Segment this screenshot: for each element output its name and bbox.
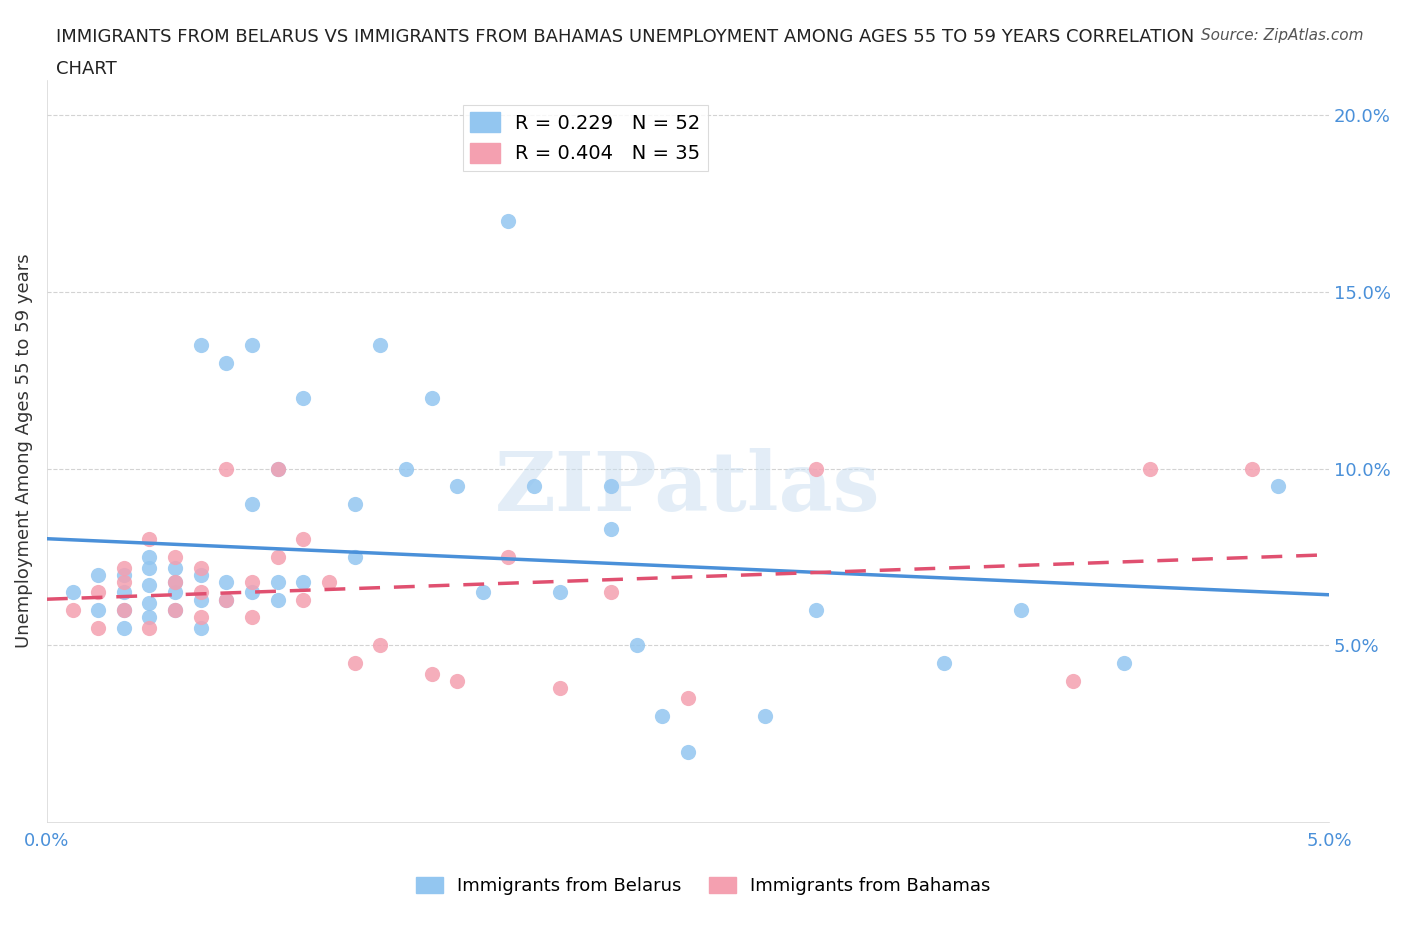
Point: [1010, 603, 1032, 618]
Point: [112, 560, 135, 575]
Point: [600, 585, 623, 600]
Point: [240, 497, 263, 512]
Point: [343, 550, 366, 565]
Text: IMMIGRANTS FROM BELARUS VS IMMIGRANTS FROM BAHAMAS UNEMPLOYMENT AMONG AGES 55 TO: IMMIGRANTS FROM BELARUS VS IMMIGRANTS FR…: [56, 28, 1195, 46]
Point: [267, 461, 290, 476]
Point: [240, 575, 263, 590]
Point: [62, 585, 84, 600]
Point: [395, 461, 418, 476]
Point: [1062, 673, 1084, 688]
Y-axis label: Unemployment Among Ages 55 to 59 years: Unemployment Among Ages 55 to 59 years: [15, 254, 32, 648]
Legend: R = 0.229   N = 52, R = 0.404   N = 35: R = 0.229 N = 52, R = 0.404 N = 35: [463, 105, 709, 171]
Point: [600, 522, 623, 537]
Point: [62, 603, 84, 618]
Point: [651, 709, 673, 724]
Point: [267, 592, 290, 607]
Point: [138, 560, 160, 575]
Text: Source: ZipAtlas.com: Source: ZipAtlas.com: [1201, 28, 1364, 43]
Point: [165, 575, 187, 590]
Point: [471, 585, 494, 600]
Point: [215, 575, 238, 590]
Point: [676, 744, 699, 759]
Point: [343, 497, 366, 512]
Point: [165, 603, 187, 618]
Point: [165, 603, 187, 618]
Point: [267, 550, 290, 565]
Point: [446, 479, 468, 494]
Point: [190, 585, 212, 600]
Point: [676, 691, 699, 706]
Point: [934, 656, 956, 671]
Point: [138, 550, 160, 565]
Point: [292, 532, 315, 547]
Point: [138, 578, 160, 592]
Point: [112, 585, 135, 600]
Point: [806, 603, 828, 618]
Point: [343, 656, 366, 671]
Point: [138, 532, 160, 547]
Point: [240, 585, 263, 600]
Point: [165, 560, 187, 575]
Point: [87, 585, 110, 600]
Point: [112, 575, 135, 590]
Point: [190, 610, 212, 625]
Point: [215, 461, 238, 476]
Point: [138, 610, 160, 625]
Point: [292, 575, 315, 590]
Point: [112, 603, 135, 618]
Point: [87, 567, 110, 582]
Point: [87, 603, 110, 618]
Point: [112, 567, 135, 582]
Point: [112, 603, 135, 618]
Point: [548, 681, 571, 696]
Point: [523, 479, 546, 494]
Point: [240, 338, 263, 352]
Point: [267, 575, 290, 590]
Point: [215, 592, 238, 607]
Point: [292, 391, 315, 405]
Point: [165, 575, 187, 590]
Point: [548, 585, 571, 600]
Point: [165, 550, 187, 565]
Point: [368, 638, 391, 653]
Point: [138, 595, 160, 610]
Point: [267, 461, 290, 476]
Point: [190, 338, 212, 352]
Point: [1267, 479, 1289, 494]
Point: [600, 479, 623, 494]
Point: [498, 550, 520, 565]
Point: [190, 560, 212, 575]
Point: [215, 355, 238, 370]
Point: [420, 391, 443, 405]
Point: [446, 673, 468, 688]
Point: [1241, 461, 1264, 476]
Point: [292, 592, 315, 607]
Point: [806, 461, 828, 476]
Point: [420, 666, 443, 681]
Text: ZIPatlas: ZIPatlas: [495, 448, 880, 528]
Point: [112, 620, 135, 635]
Point: [190, 567, 212, 582]
Point: [318, 575, 340, 590]
Legend: Immigrants from Belarus, Immigrants from Bahamas: Immigrants from Belarus, Immigrants from…: [408, 870, 998, 902]
Point: [368, 338, 391, 352]
Point: [87, 620, 110, 635]
Point: [754, 709, 776, 724]
Point: [215, 592, 238, 607]
Point: [1139, 461, 1161, 476]
Point: [1112, 656, 1135, 671]
Text: CHART: CHART: [56, 60, 117, 78]
Point: [240, 610, 263, 625]
Point: [190, 592, 212, 607]
Point: [498, 214, 520, 229]
Point: [138, 620, 160, 635]
Point: [165, 585, 187, 600]
Point: [626, 638, 648, 653]
Point: [190, 620, 212, 635]
